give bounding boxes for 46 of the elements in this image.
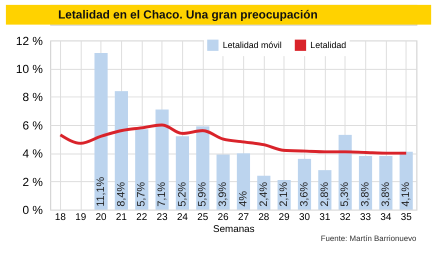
x-tick-label: 27 — [238, 212, 249, 223]
data-label: 8,4% — [115, 182, 128, 207]
y-tick-label: 10 % — [16, 62, 44, 76]
x-tick-label: 33 — [360, 212, 372, 223]
data-label: 2,1% — [278, 182, 290, 207]
x-tick-label: 20 — [96, 212, 108, 223]
data-label: 2,4% — [258, 182, 270, 207]
x-tick-label: 21 — [116, 212, 127, 223]
x-tick-label: 22 — [136, 212, 148, 223]
x-tick-label: 31 — [319, 212, 330, 223]
y-tick-label: 8 % — [22, 90, 44, 104]
data-label: 3,8% — [359, 182, 372, 207]
legend-label: Letalidad móvil — [222, 40, 282, 50]
data-label: 3,9% — [217, 182, 230, 207]
data-label: 5,3% — [339, 182, 352, 207]
y-tick-label: 4 % — [22, 146, 44, 161]
data-label: 7,1% — [156, 182, 168, 207]
legend-label: Letalidad — [310, 40, 346, 50]
chart-title: Letalidad en el Chaco. Una gran preocupación — [58, 8, 318, 22]
data-label: 4% — [237, 190, 250, 207]
x-tick-label: 29 — [278, 212, 290, 223]
source-note: Fuente: Martín Barrionuevo — [320, 234, 418, 244]
x-tick-label: 26 — [218, 212, 230, 223]
y-tick-label: 2 % — [22, 174, 44, 189]
x-tick-label: 28 — [258, 212, 270, 223]
data-label: 2,8% — [318, 182, 331, 207]
x-tick-label: 35 — [400, 212, 412, 223]
x-tick-label: 24 — [176, 212, 188, 223]
x-tick-label: 25 — [197, 212, 209, 223]
data-label: 5,7% — [136, 182, 148, 207]
data-label: 4,1% — [400, 182, 412, 207]
data-label: 11,1% — [95, 176, 108, 207]
data-label: 3,8% — [380, 182, 392, 207]
data-label: 3,6% — [298, 182, 310, 207]
y-tick-label: 0 % — [22, 203, 44, 218]
x-tick-label: 32 — [340, 212, 351, 223]
x-axis-title: Semanas — [213, 224, 255, 235]
data-label: 5,9% — [196, 182, 209, 207]
y-tick-label: 6 % — [22, 118, 44, 132]
x-tick-label: 30 — [299, 212, 310, 223]
x-tick-label: 18 — [54, 212, 66, 223]
x-tick-label: 34 — [380, 212, 392, 223]
y-tick-label: 12 % — [16, 34, 44, 48]
data-label: 5,2% — [176, 182, 188, 207]
x-tick-label: 19 — [75, 212, 86, 223]
x-tick-label: 23 — [156, 212, 168, 223]
